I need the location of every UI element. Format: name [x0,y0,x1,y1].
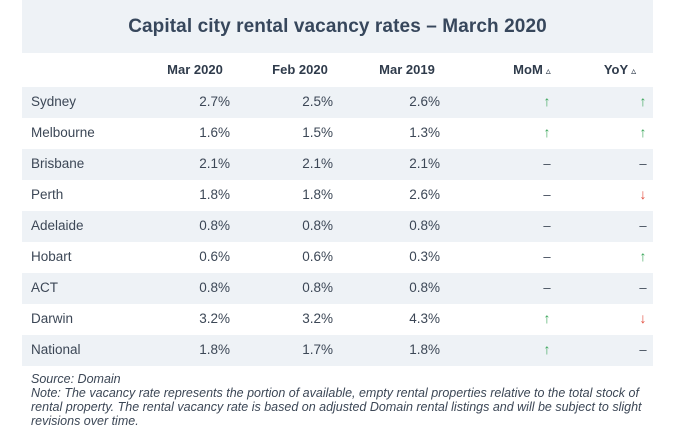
methodology-note: Note: The vacancy rate represents the po… [31,386,642,428]
mar-2020-cell: 1.8% [199,342,230,357]
mom-no-change-icon: – [543,187,551,202]
mom-up-arrow-icon: ↑ [543,124,551,140]
feb-2020-cell: 0.6% [302,249,333,264]
table-row: ACT 0.8% 0.8% 0.8% – – [22,273,653,304]
city-cell: Sydney [31,94,77,109]
delta-icon: ▵ [631,66,637,77]
mar-2019-cell: 0.8% [409,218,440,233]
mar-2020-cell: 0.6% [199,249,230,264]
mar-2019-cell: 2.6% [409,94,440,109]
mar-2019-cell: 1.8% [409,342,440,357]
feb-2020-cell: 1.5% [302,125,333,140]
header-feb-2020: Feb 2020 [272,62,328,77]
title-bar: Capital city rental vacancy rates – Marc… [22,0,653,53]
feb-2020-cell: 1.8% [302,187,333,202]
yoy-no-change-icon: – [639,156,647,171]
mom-no-change-icon: – [543,218,551,233]
mom-up-arrow-icon: ↑ [543,341,551,357]
table-row: Darwin 3.2% 3.2% 4.3% ↑ ↓ [22,304,653,335]
mom-no-change-icon: – [543,280,551,295]
header-mom: MoM ▵ [492,53,572,87]
feb-2020-cell: 1.7% [302,342,333,357]
mar-2020-cell: 2.1% [199,156,230,171]
feb-2020-cell: 3.2% [302,311,333,326]
feb-2020-cell: 2.1% [302,156,333,171]
mar-2020-cell: 0.8% [199,218,230,233]
city-cell: Brisbane [31,156,85,171]
table-row: Adelaide 0.8% 0.8% 0.8% – – [22,211,653,242]
header-mar-2020: Mar 2020 [167,62,223,77]
vacancy-table-card: Capital city rental vacancy rates – Marc… [22,0,653,366]
mom-up-arrow-icon: ↑ [543,310,551,326]
feb-2020-cell: 0.8% [302,280,333,295]
yoy-no-change-icon: – [639,218,647,233]
delta-icon: ▵ [545,66,551,77]
table-row: Sydney 2.7% 2.5% 2.6% ↑ ↑ [22,87,653,118]
yoy-down-arrow-icon: ↓ [639,186,647,202]
mar-2019-cell: 0.8% [409,280,440,295]
yoy-down-arrow-icon: ↓ [639,310,647,326]
table-body: Sydney 2.7% 2.5% 2.6% ↑ ↑ Melbourne 1.6% 1.5% 1.3… [22,87,653,366]
header-yoy: YoY ▵ [590,53,650,87]
mar-2019-cell: 1.3% [409,125,440,140]
mar-2020-cell: 2.7% [199,94,230,109]
yoy-up-arrow-icon: ↑ [639,248,647,264]
feb-2020-cell: 2.5% [302,94,333,109]
table-row: National 1.8% 1.7% 1.8% ↑ – [22,335,653,366]
table-row: Brisbane 2.1% 2.1% 2.1% – – [22,149,653,180]
city-cell: ACT [31,280,58,295]
header-mom-label: MoM [513,62,543,77]
city-cell: Perth [31,187,64,202]
yoy-up-arrow-icon: ↑ [639,93,647,109]
mar-2020-cell: 0.8% [199,280,230,295]
yoy-no-change-icon: – [639,342,647,357]
mom-up-arrow-icon: ↑ [543,93,551,109]
mom-no-change-icon: – [543,249,551,264]
yoy-up-arrow-icon: ↑ [639,124,647,140]
city-cell: Hobart [31,249,72,264]
mar-2019-cell: 2.1% [409,156,440,171]
city-cell: Adelaide [31,218,84,233]
city-cell: National [31,342,81,357]
mar-2019-cell: 2.6% [409,187,440,202]
mar-2019-cell: 4.3% [409,311,440,326]
mar-2020-cell: 3.2% [199,311,230,326]
city-cell: Melbourne [31,125,95,140]
mar-2019-cell: 0.3% [409,249,440,264]
table-row: Hobart 0.6% 0.6% 0.3% – ↑ [22,242,653,273]
source-note: Source: Domain [31,372,121,386]
table-row: Melbourne 1.6% 1.5% 1.3% ↑ ↑ [22,118,653,149]
mom-no-change-icon: – [543,156,551,171]
yoy-no-change-icon: – [639,280,647,295]
header-mar-2019: Mar 2019 [379,62,435,77]
header-yoy-label: YoY [603,62,629,77]
table-row: Perth 1.8% 1.8% 2.6% – ↓ [22,180,653,211]
mar-2020-cell: 1.6% [199,125,230,140]
table-title: Capital city rental vacancy rates – Marc… [128,15,547,37]
feb-2020-cell: 0.8% [302,218,333,233]
table-header-row: Mar 2020 Feb 2020 Mar 2019 MoM ▵ YoY ▵ [22,53,653,87]
mar-2020-cell: 1.8% [199,187,230,202]
footnotes: Source: Domain Note: The vacancy rate re… [31,372,651,428]
city-cell: Darwin [31,311,74,326]
